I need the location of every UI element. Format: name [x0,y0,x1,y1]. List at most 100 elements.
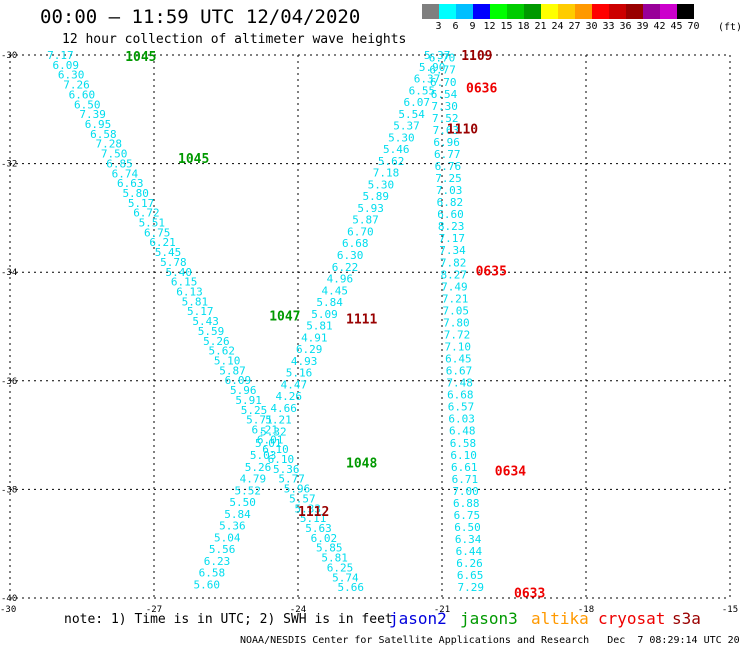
chart-title: 00:00 – 11:59 UTC 12/04/2020 [40,6,361,28]
wave-height-label: 5.09 [311,308,338,321]
legend-swatch [592,4,609,19]
wave-height-label: 6.60 [69,88,96,101]
note-text: note: 1) Time is in UTC; 2) SWH is in fe… [64,612,393,627]
wave-height-label: 5.26 [203,335,230,348]
wave-height-label: 7.28 [96,138,123,151]
wave-height-label: 6.22 [332,261,359,274]
legend-swatch [456,4,473,19]
wave-height-label: 6.15 [171,276,198,289]
wave-height-label: 6.58 [90,128,117,141]
wave-height-label: 6.68 [342,237,369,250]
legend-swatch [524,4,541,19]
wave-height-label: 7.25 [435,172,462,185]
wave-height-label: 6.34 [455,533,482,546]
wave-height-label: 7.29 [458,581,485,594]
pass-time-label: 1045 [178,152,209,167]
wave-height-label: 5.59 [198,325,225,338]
wave-height-label: 5.45 [155,246,182,259]
wave-height-label: 5.81 [321,552,348,565]
wave-height-label: 7.03 [436,184,463,197]
wave-height-label: 5.96 [284,483,311,496]
wave-height-label: 7.10 [444,340,471,353]
wave-height-label: 5.17 [187,305,214,318]
wave-height-label: 6.88 [453,497,480,510]
wave-height-label: 6.50 [454,521,481,534]
wave-height-label: 5.46 [383,143,410,156]
pass-time-label: 1111 [346,312,377,327]
wave-height-label: 6.25 [327,561,354,574]
wave-height-label: 5.77 [278,473,305,486]
wave-height-label: 5.37 [424,49,451,62]
wave-height-label: 6.23 [204,555,231,568]
wave-height-label: 5.37 [393,120,420,133]
wave-height-label: 6.67 [446,365,473,378]
wave-height-label: 6.21 [252,423,279,436]
wave-height-label: 6.44 [456,545,483,558]
wave-height-label: 4.79 [240,473,267,486]
wave-height-label: 5.74 [332,571,359,584]
legend-swatch-label: 18 [517,21,530,32]
legend-swatch [558,4,575,19]
chart-subtitle: 12 hour collection of altimeter wave hei… [62,32,407,47]
legend-swatch-label: 21 [534,21,547,32]
wave-height-label: 5.50 [229,496,256,509]
wave-height-label: 6.77 [434,148,461,161]
wave-height-label: 6.77 [429,64,456,77]
pass-time-label: 1048 [346,456,377,471]
wave-height-label: 5.16 [286,367,313,380]
wave-height-label: 7.48 [446,377,473,390]
wave-height-label: 6.09 [53,59,80,72]
wave-height-label: 5.93 [357,202,384,215]
wave-height-label: 7.72 [444,328,471,341]
wave-height-label: 5.52 [235,484,262,497]
legend-swatch [626,4,643,19]
wave-height-label: 5.56 [209,543,236,556]
wave-height-label: 6.58 [199,567,226,580]
wave-height-label: 7.49 [441,280,468,293]
wave-height-label: 7.30 [431,100,458,113]
wave-height-label: 8.23 [438,220,465,233]
wave-height-label: 5.40 [165,266,192,279]
wave-height-label: 7.52 [432,112,459,125]
wave-height-label: 7.17 [439,232,466,245]
legend-swatch [507,4,524,19]
wave-height-label: 6.45 [445,353,472,366]
wave-height-label: 6.10 [262,443,289,456]
satellite-label-cryosat: cryosat [598,609,666,628]
wave-height-label: 7.34 [439,244,466,257]
wave-height-label: 5.71 [246,414,273,427]
pass-time-label: 1110 [447,122,478,137]
wave-height-label: 6.70 [429,52,456,65]
wave-height-label: 5.36 [219,520,246,533]
wave-height-label: 5.62 [378,155,405,168]
y-tick-label: -40 [1,594,17,604]
wave-height-label: 5.21 [265,414,292,427]
legend-swatch [422,4,439,19]
pass-time-label: 0633 [514,587,545,602]
wave-height-label: 6.54 [431,88,458,101]
satellite-label-altika: altika [531,609,589,628]
legend-swatch-label: 70 [687,21,700,32]
pass-time-label: 1045 [125,50,156,65]
wave-height-label: 6.02 [311,532,338,545]
wave-height-label: 7.21 [442,292,469,305]
wave-height-label: 6.29 [296,343,323,356]
legend-swatch-label: 39 [636,21,649,32]
wave-height-label: 5.51 [139,217,166,230]
wave-height-label: 7.50 [101,148,128,161]
wave-height-label: 6.61 [451,461,478,474]
wave-height-label: 5.54 [398,108,425,121]
pass-time-label: 1109 [461,49,492,64]
wave-height-label: 5.81 [306,320,333,333]
legend-swatch-label: 42 [653,21,666,32]
wave-height-label: 5.32 [260,425,287,438]
wave-height-label: 7.82 [440,256,467,269]
wave-height-label: 5.87 [352,214,379,227]
satellite-label-jason3: jason3 [460,609,518,628]
color-legend: 3 6 9 12 15 18 21 24 27 30 33 36 39 42 45 70 (ft) [422,4,740,33]
wave-height-label: 5.62 [208,345,235,358]
y-tick-label: -38 [1,485,17,495]
wave-height-label: 5.96 [230,384,257,397]
wave-height-label: 5.84 [316,296,343,309]
wave-height-label: 5.33 [295,502,322,515]
